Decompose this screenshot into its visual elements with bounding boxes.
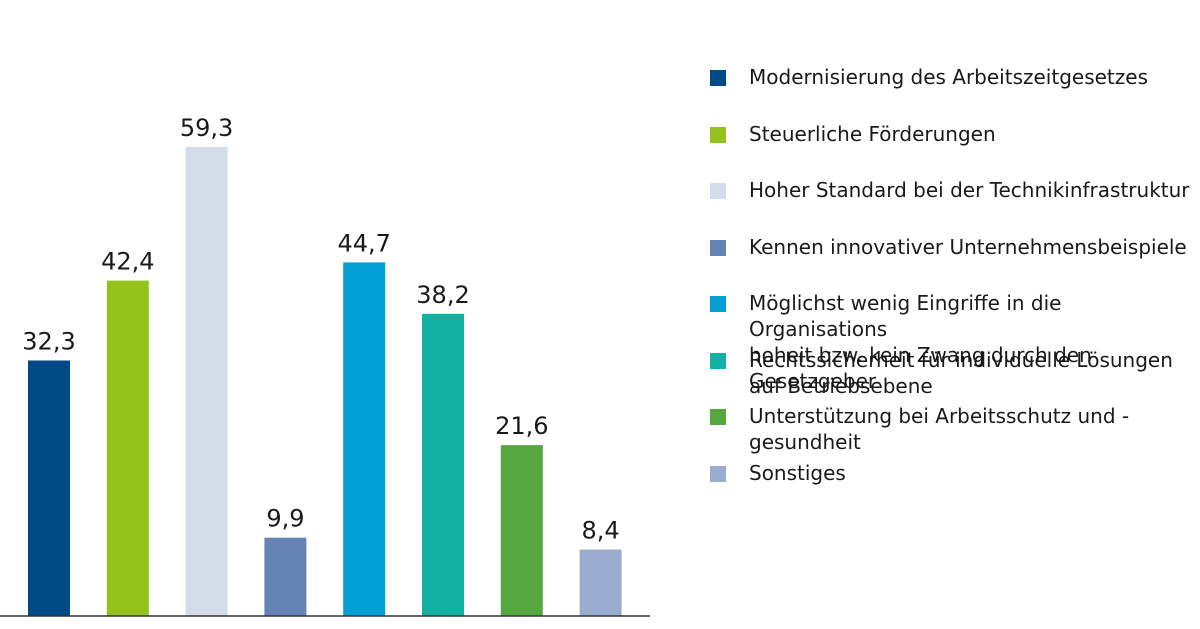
legend-label: Unterstützung bei Arbeitsschutz und - ge… (749, 404, 1130, 454)
legend-item: Modernisierung des Arbeitszeitgesetzes (710, 64, 1200, 121)
legend-swatch (710, 465, 726, 482)
legend-label: Sonstiges (749, 460, 846, 485)
legend-swatch (710, 183, 726, 199)
bar-chart: 32,3 42,4 59,3 9,9 44,7 38,2 21,6 8,4 (0, 114, 650, 617)
bar-value-label: 8,4 (582, 517, 620, 545)
legend-label: Kennen innovativer Unternehmensbeispiele (749, 234, 1187, 259)
bar-value-label: 59,3 (180, 114, 233, 142)
legend-label: Steuerliche Förderungen (749, 121, 996, 146)
legend-swatch (710, 409, 726, 425)
legend-label: Rechtssicherheit für individuelle Lösung… (749, 347, 1173, 398)
bar-value-label: 42,4 (101, 248, 154, 276)
legend-swatch (710, 70, 726, 86)
legend-label: Modernisierung des Arbeitszeitgesetzes (749, 65, 1148, 89)
legend-label: Hoher Standard bei der Technikinfrastruk… (749, 178, 1190, 202)
bar-value-label: 9,9 (266, 505, 304, 533)
bar-8 (579, 549, 622, 616)
legend-label: Möglichst wenig Eingriffe in die Organis… (749, 291, 1092, 393)
legend-item: Kennen innovativer Unternehmensbeispiele (710, 234, 1200, 291)
legend-item: Hoher Standard bei der Technikinfrastruk… (710, 177, 1200, 234)
bar-5 (343, 262, 386, 616)
legend-item: Sonstiges (710, 460, 1200, 517)
bar-value-label: 44,7 (337, 229, 390, 257)
bar-1 (28, 360, 70, 616)
legend-item: Unterstützung bei Arbeitsschutz und - ge… (710, 403, 1200, 460)
bar-2 (106, 280, 149, 616)
legend-swatch (710, 296, 726, 312)
bar-3 (185, 146, 228, 616)
legend: Modernisierung des Arbeitszeitgesetzes St… (710, 64, 1200, 516)
legend-swatch (710, 126, 726, 143)
bar-6 (422, 313, 464, 616)
legend-item: Steuerliche Förderungen (710, 121, 1200, 178)
legend-swatch (710, 239, 726, 256)
bar-4 (264, 537, 307, 616)
bar-value-label: 32,3 (22, 327, 75, 355)
bar-value-label: 38,2 (416, 281, 469, 309)
legend-item: Möglichst wenig Eingriffe in die Organis… (710, 290, 1200, 393)
legend-item: Rechtssicherheit für individuelle Lösung… (710, 347, 1200, 404)
legend-swatch (710, 352, 726, 369)
bar-7 (500, 445, 543, 616)
bar-value-label: 21,6 (495, 412, 548, 440)
